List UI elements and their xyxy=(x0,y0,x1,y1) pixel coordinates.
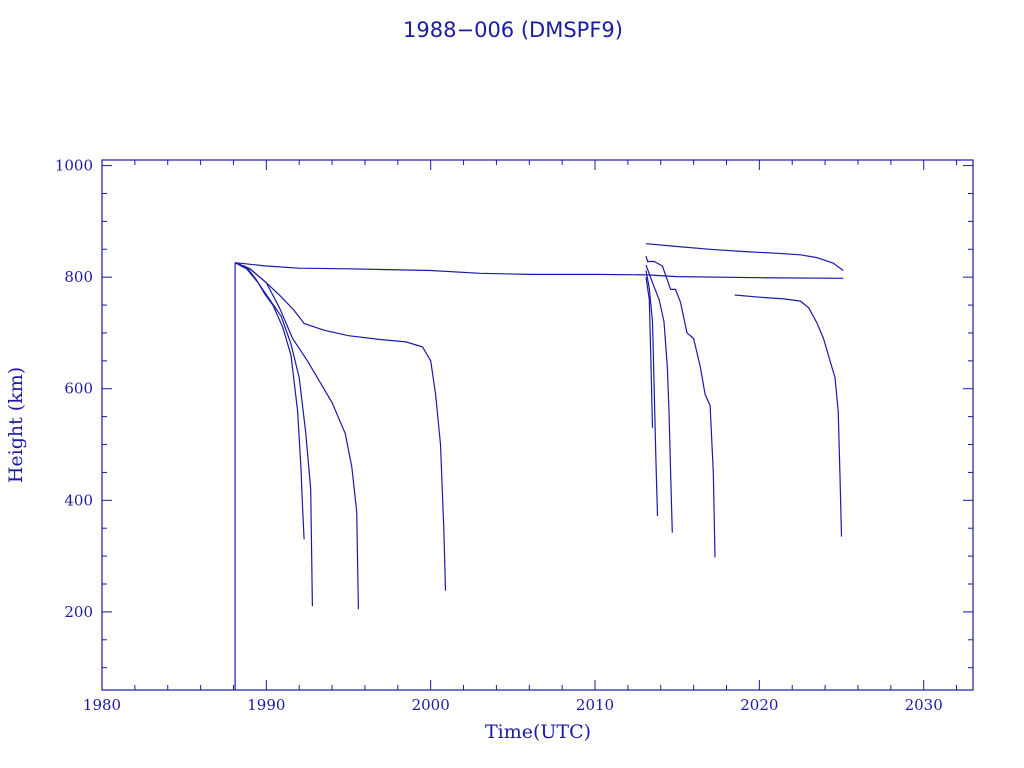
series-line xyxy=(734,294,843,537)
series-line xyxy=(235,262,844,279)
x-tick-label: 2010 xyxy=(576,696,614,714)
series-lines xyxy=(234,243,844,690)
series-line xyxy=(645,264,673,533)
y-tick-label: 200 xyxy=(64,603,93,621)
axis-ticks xyxy=(101,160,973,690)
series-line xyxy=(234,262,447,591)
y-axis-label: Height (km) xyxy=(5,367,27,483)
x-axis-label: Time(UTC) xyxy=(485,721,591,743)
y-tick-label: 1000 xyxy=(55,157,93,175)
x-tick-label: 2030 xyxy=(905,696,943,714)
plot-frame xyxy=(101,159,974,691)
y-tick-label: 600 xyxy=(64,380,93,398)
series-line xyxy=(234,262,305,540)
x-tick-labels: 1980 1990 2000 2010 2020 2030 xyxy=(83,696,943,714)
chart-title: 1988−006 (DMSPF9) xyxy=(403,18,623,42)
x-tick-label: 2020 xyxy=(740,696,778,714)
y-tick-labels: 200 400 600 800 1000 xyxy=(55,157,93,621)
series-line xyxy=(645,277,654,428)
y-tick-label: 400 xyxy=(64,491,93,509)
series-line xyxy=(645,243,844,271)
x-tick-label: 2000 xyxy=(412,696,450,714)
x-tick-label: 1980 xyxy=(83,696,121,714)
series-line xyxy=(234,262,313,607)
series-line xyxy=(645,270,659,516)
x-tick-label: 1990 xyxy=(247,696,285,714)
series-line xyxy=(645,255,716,558)
y-tick-label: 800 xyxy=(64,268,93,286)
